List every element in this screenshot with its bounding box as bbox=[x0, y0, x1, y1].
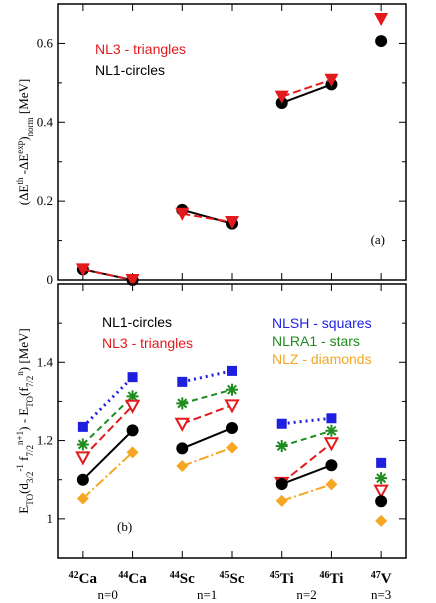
y-axis-label: ETO(d3/2-1 f7/2n+1) - ETO(f7/2n) [MeV] bbox=[15, 328, 35, 513]
nl1-point bbox=[375, 495, 388, 508]
group-label: n=1 bbox=[197, 587, 217, 602]
nl3-point bbox=[125, 274, 140, 287]
nl3-point bbox=[274, 90, 289, 104]
nlsh-point bbox=[376, 457, 387, 468]
nl1-line bbox=[281, 464, 332, 485]
nlsh-line bbox=[281, 416, 332, 426]
group-label: n=2 bbox=[296, 587, 316, 602]
nlz-point bbox=[325, 478, 338, 491]
nl1-point bbox=[226, 422, 238, 435]
panel-a: 0 0.2 0.4 0.6 (ΔEth -ΔEexp)norm [MeV] NL3 - t… bbox=[15, 3, 407, 287]
y-tick-label: 0.4 bbox=[37, 114, 54, 129]
nlz-line bbox=[181, 446, 233, 467]
nl1-point bbox=[76, 473, 89, 486]
nlz-point bbox=[226, 441, 238, 454]
nl3-line bbox=[82, 268, 133, 281]
nl3-point bbox=[374, 12, 389, 26]
group-label: n=0 bbox=[98, 587, 118, 602]
nl3-point bbox=[323, 437, 340, 452]
category-label: 46Ti bbox=[319, 570, 343, 588]
series-nl3 bbox=[75, 12, 389, 287]
panel-label: (b) bbox=[117, 519, 132, 534]
y-tick-label: 1.2 bbox=[37, 433, 53, 448]
nl1-line bbox=[82, 429, 134, 481]
series-nl1 bbox=[76, 422, 388, 508]
nlsh-point bbox=[177, 376, 188, 387]
nlsh-point bbox=[77, 421, 88, 432]
nlz-line bbox=[82, 451, 134, 500]
nl3-point bbox=[174, 417, 190, 432]
nlz-point bbox=[76, 492, 89, 505]
nlra1-line bbox=[182, 388, 233, 405]
nl1-line bbox=[281, 83, 332, 104]
nl3-line bbox=[182, 212, 233, 224]
nlra1-point bbox=[226, 383, 238, 396]
nl3-point bbox=[225, 216, 239, 230]
nl3-point bbox=[124, 399, 141, 414]
nlra1-line bbox=[82, 395, 134, 446]
nl3-point bbox=[324, 73, 339, 87]
nl1-point bbox=[176, 442, 189, 455]
nlz-point bbox=[275, 494, 288, 507]
nl3-point bbox=[75, 451, 91, 466]
y-axis-label: (ΔEth -ΔEexp)norm [MeV] bbox=[15, 79, 35, 206]
nlsh-point bbox=[326, 413, 337, 424]
nl3-point bbox=[224, 399, 240, 414]
category-label: 45Ti bbox=[270, 570, 294, 588]
y-tick-label: 0.6 bbox=[37, 35, 54, 50]
panel-label: (a) bbox=[371, 232, 385, 247]
nlz-point bbox=[126, 446, 139, 459]
nl3-point bbox=[373, 484, 389, 499]
nl3-line bbox=[82, 405, 134, 459]
nl1-point bbox=[325, 459, 338, 472]
y-tick-label: 1 bbox=[47, 511, 54, 526]
nl1-line bbox=[181, 427, 233, 450]
y-tick-label: 0.2 bbox=[37, 193, 53, 208]
nlra1-point bbox=[176, 397, 189, 410]
legend-entry: NL3 - triangles bbox=[95, 41, 186, 57]
nl1-point bbox=[275, 478, 288, 491]
nlsh-point bbox=[276, 418, 287, 429]
category-label: 45Sc bbox=[220, 570, 245, 588]
nlsh-line bbox=[181, 369, 233, 384]
nl3-line bbox=[181, 404, 233, 425]
category-label: 42Ca bbox=[69, 570, 98, 588]
nlra1-point bbox=[275, 440, 288, 453]
nlra1-line bbox=[281, 429, 332, 448]
nlz-point bbox=[375, 514, 388, 527]
nl3-point bbox=[75, 263, 90, 277]
nlsh-point bbox=[227, 365, 237, 376]
nl3-line bbox=[281, 78, 332, 98]
nl3-line bbox=[281, 442, 333, 484]
series-nlsh bbox=[77, 365, 387, 468]
y-tick-label: 1.4 bbox=[37, 354, 54, 369]
nlra1-point bbox=[325, 424, 338, 437]
category-label: 47V bbox=[371, 570, 392, 588]
series-nlra1 bbox=[76, 383, 388, 485]
legend-entry: NL1-circles bbox=[95, 62, 165, 78]
series-nlz bbox=[76, 441, 388, 527]
nlz-line bbox=[281, 483, 332, 502]
nl1-point bbox=[375, 35, 388, 48]
nlra1-point bbox=[375, 472, 388, 485]
nlra1-point bbox=[76, 438, 89, 451]
legend-entry: NLRA1 - stars bbox=[272, 333, 360, 349]
category-label: 44Sc bbox=[170, 570, 195, 588]
nlsh-point bbox=[127, 372, 138, 383]
legend-entry: NLZ - diamonds bbox=[272, 351, 372, 367]
nlz-point bbox=[176, 460, 189, 473]
legend-entry: NLSH - squares bbox=[272, 315, 372, 331]
legend-entry: NL3 - triangles bbox=[102, 335, 193, 351]
legend-entry: NL1-circles bbox=[102, 314, 172, 330]
nl3-point bbox=[175, 207, 190, 221]
y-tick-label: 0 bbox=[47, 272, 54, 287]
group-label: n=3 bbox=[371, 587, 391, 602]
category-label: 44Ca bbox=[118, 570, 147, 588]
nl1-point bbox=[126, 424, 139, 437]
